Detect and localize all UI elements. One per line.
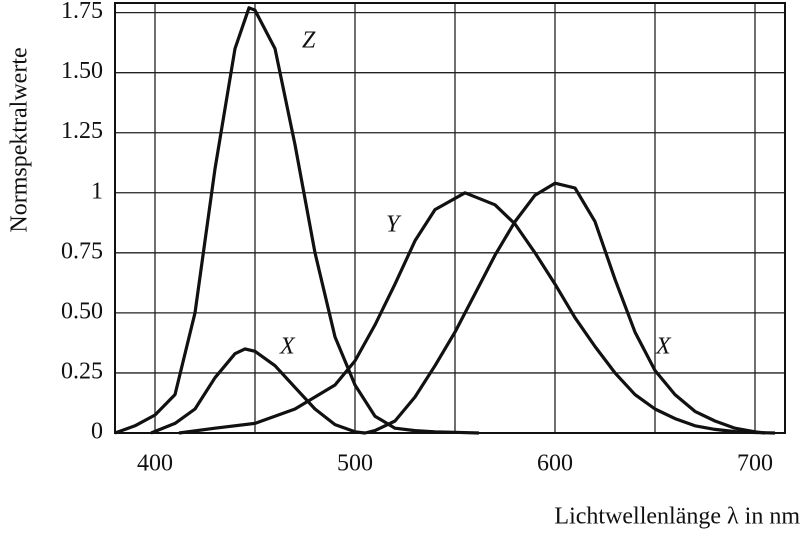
y-tick-label: 1.75: [61, 0, 103, 24]
x-tick-label: 500: [337, 451, 373, 477]
y-tick-label: 1.25: [61, 118, 103, 144]
curve-label: X: [655, 334, 672, 360]
x-tick-label: 700: [737, 451, 773, 477]
y-tick-label: 0: [91, 419, 103, 445]
curve: [150, 181, 766, 435]
curve-label: X: [279, 334, 296, 360]
plot-frame: [114, 2, 786, 434]
y-tick-label: 1.50: [61, 58, 103, 84]
curve: [114, 6, 480, 435]
y-tick-label: 0.75: [61, 238, 103, 264]
y-tick-label: 1: [91, 178, 103, 204]
curve-label: Y: [386, 212, 402, 238]
x-axis-label: Lichtwellenlänge λ in nm: [554, 504, 800, 530]
x-tick-label: 600: [537, 451, 573, 477]
y-tick-label: 0.25: [61, 358, 103, 384]
x-tick-label: 400: [137, 451, 173, 477]
y-axis-label: Normspektralwerte: [7, 47, 33, 232]
y-tick-label: 0.50: [61, 298, 103, 324]
curve: [178, 191, 776, 435]
curve-label: Z: [302, 28, 316, 54]
